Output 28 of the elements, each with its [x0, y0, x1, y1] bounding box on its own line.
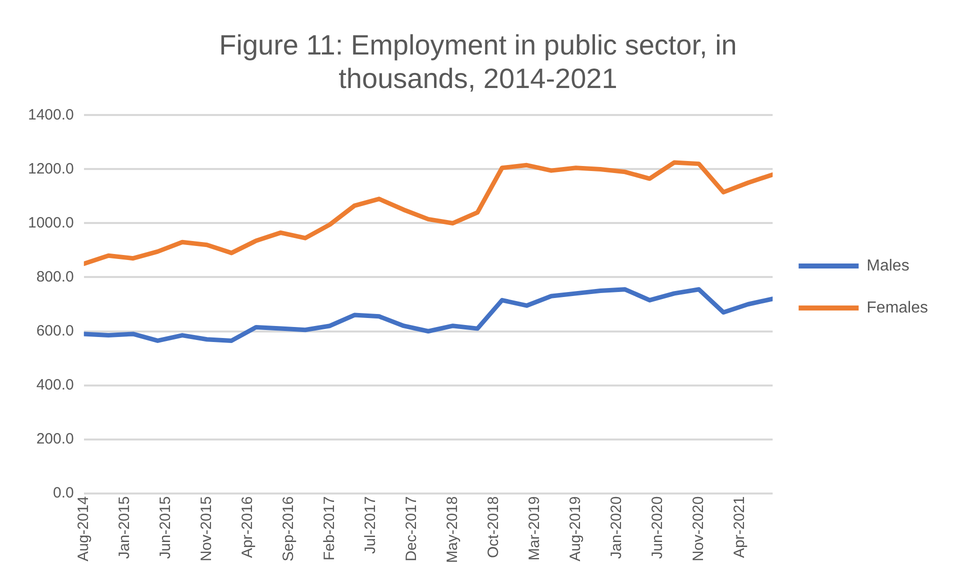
chart-title: Figure 11: Employment in public sector, in thousands, 2014-2021 [219, 30, 737, 94]
y-tick-label: 0.0 [53, 484, 74, 502]
x-tick-label: Oct-2018 [485, 496, 502, 558]
x-tick-label: Apr-2021 [730, 496, 748, 558]
y-tick-label: 400.0 [36, 376, 74, 394]
x-tick-label: Jun-2015 [157, 496, 174, 559]
y-tick-label: 200.0 [36, 430, 74, 448]
x-tick-label: Jul-2017 [362, 496, 380, 554]
legend-label: Males [866, 257, 910, 274]
x-tick-label: Sep-2016 [280, 496, 298, 562]
x-tick-label: Aug-2019 [567, 496, 584, 562]
legend-label: Females [866, 299, 928, 316]
x-tick-label: Nov-2020 [690, 496, 707, 562]
x-tick-label: Jun-2020 [648, 496, 666, 559]
x-tick-label: Jan-2015 [116, 496, 134, 559]
y-tick-label: 600.0 [36, 322, 74, 340]
x-tick-label: Apr-2016 [239, 496, 256, 558]
y-tick-label: 1000.0 [28, 214, 74, 232]
x-tick-label: Aug-2014 [75, 496, 92, 562]
x-tick-label: Feb-2017 [321, 496, 338, 561]
y-tick-label: 1400.0 [28, 106, 74, 124]
y-tick-label: 800.0 [36, 268, 74, 286]
x-tick-label: Nov-2015 [198, 496, 216, 562]
x-tick-label: Mar-2019 [526, 496, 543, 560]
x-tick-label: May-2018 [444, 496, 462, 563]
x-tick-label: Jan-2020 [608, 496, 625, 559]
y-tick-label: 1200.0 [28, 160, 74, 178]
x-tick-label: Dec-2017 [403, 496, 420, 562]
